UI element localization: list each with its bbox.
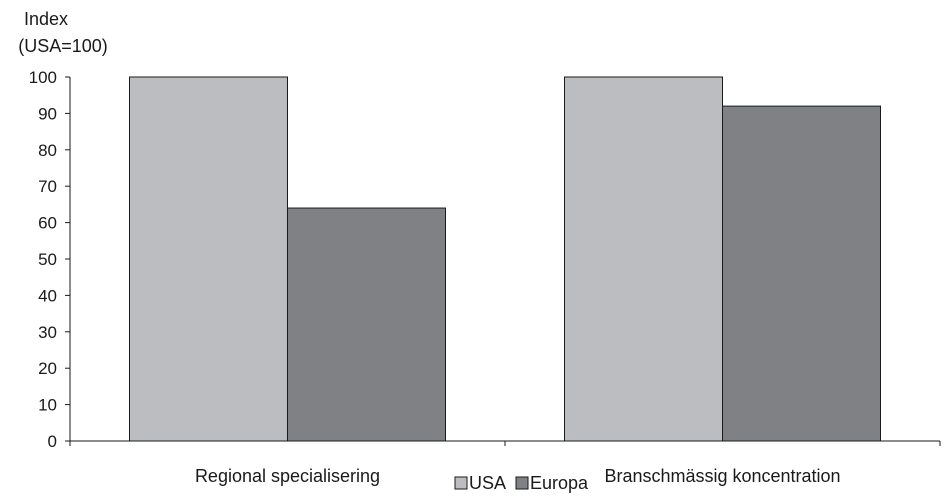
bar-europa-1 xyxy=(287,207,446,442)
bars-layer xyxy=(129,76,881,442)
y-tick-label: 90 xyxy=(38,104,57,123)
y-tick-label: 60 xyxy=(38,214,57,233)
x-category-label: Branschmässig koncentration xyxy=(604,466,840,486)
legend-swatch-usa xyxy=(454,476,468,490)
x-axis: Regional specialisering Branschmässig kon… xyxy=(69,440,941,486)
x-category-label: Regional specialisering xyxy=(195,466,380,486)
y-tick-label: 30 xyxy=(38,323,57,342)
bar-usa-1 xyxy=(129,76,288,442)
legend-swatch-europa xyxy=(515,476,529,490)
y-tick-label: 40 xyxy=(38,286,57,305)
y-axis-title-line2: (USA=100) xyxy=(18,36,108,56)
y-tick-label: 10 xyxy=(38,396,57,415)
y-axis: 0 10 20 30 40 50 60 70 80 90 100 xyxy=(29,68,71,451)
legend: USA Europa xyxy=(454,473,589,493)
y-axis-title-line1: Index xyxy=(24,9,68,29)
legend-label-usa: USA xyxy=(469,473,506,493)
bar-europa-2 xyxy=(722,105,881,442)
y-tick-label: 20 xyxy=(38,359,57,378)
bar-usa-2 xyxy=(564,76,723,442)
y-tick-label: 70 xyxy=(38,177,57,196)
y-tick-label: 80 xyxy=(38,141,57,160)
legend-label-europa: Europa xyxy=(530,473,589,493)
y-tick-label: 100 xyxy=(29,68,57,87)
y-tick-label: 50 xyxy=(38,250,57,269)
y-tick-label: 0 xyxy=(48,432,57,451)
